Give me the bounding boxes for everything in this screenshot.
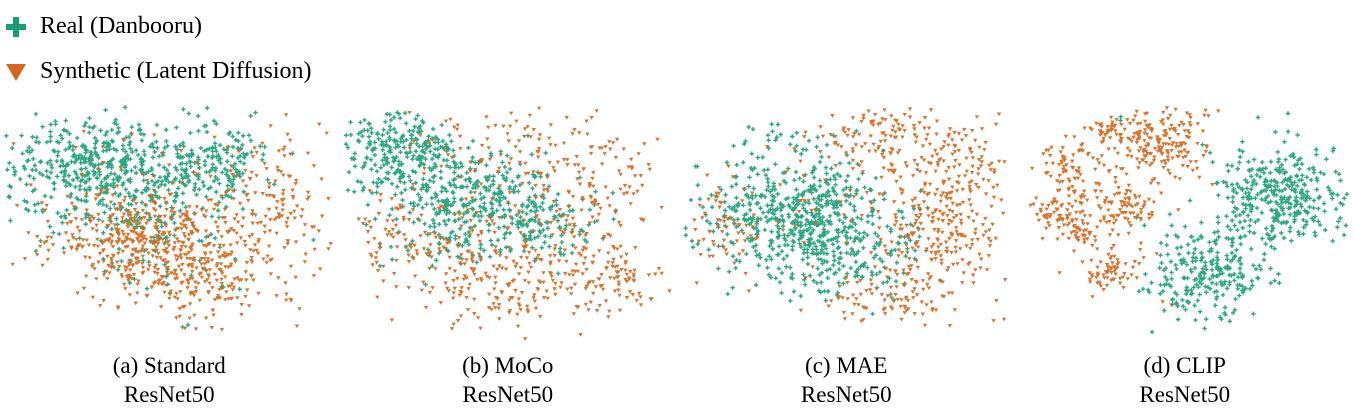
scatter-plot-mae (683, 107, 1008, 328)
panel-moco-resnet50: (b) MoCo ResNet50 (339, 104, 678, 410)
caption-standard-line2: ResNet50 (123, 382, 215, 408)
caption-mae-line1: (c) MAE (805, 353, 888, 378)
caption-clip-line1: (d) CLIP (1143, 353, 1226, 378)
caption-moco: (b) MoCo ResNet50 (462, 351, 553, 410)
scatter-series-synthetic (1028, 106, 1221, 307)
caption-standard-line1: (a) Standard (112, 353, 226, 378)
plus-icon (5, 16, 27, 38)
scatter-series-real (343, 110, 618, 287)
legend-label-synthetic: Synthetic (Latent Diffusion) (40, 58, 312, 84)
caption-moco-line1: (b) MoCo (462, 353, 554, 378)
panel-mae-resnet50: (c) MAE ResNet50 (677, 104, 1016, 410)
plus-icon-shape (6, 16, 26, 37)
scatter-series-synthetic (692, 107, 1008, 328)
figure-legend: Real (Danbooru) Synthetic (Latent Diffus… (5, 4, 312, 94)
scatter-series-real (683, 122, 943, 317)
legend-item-real: Real (Danbooru) (5, 4, 312, 49)
scatter-panels-row: (a) Standard ResNet50 (b) MoCo ResNet50 … (0, 104, 1354, 410)
caption-mae-line2: ResNet50 (800, 382, 892, 408)
caption-clip: (d) CLIP ResNet50 (1139, 351, 1230, 410)
scatter-plot-standard (4, 105, 334, 332)
legend-item-synthetic: Synthetic (Latent Diffusion) (5, 49, 312, 94)
legend-label-real: Real (Danbooru) (40, 13, 202, 39)
scatter-plot-clip (1028, 106, 1349, 335)
triangle-down-icon-shape (6, 63, 26, 81)
scatter-series-real (1118, 111, 1349, 335)
caption-standard: (a) Standard ResNet50 (113, 351, 226, 410)
caption-clip-line2: ResNet50 (1139, 382, 1231, 408)
triangle-down-icon (5, 61, 27, 83)
panel-standard-resnet50: (a) Standard ResNet50 (0, 104, 339, 410)
scatter-series-synthetic (356, 106, 672, 341)
panel-clip-resnet50: (d) CLIP ResNet50 (1016, 104, 1354, 410)
caption-mae: (c) MAE ResNet50 (801, 351, 892, 410)
scatter-series-synthetic (10, 113, 334, 332)
caption-moco-line2: ResNet50 (462, 382, 554, 408)
scatter-plot-moco (343, 106, 672, 341)
